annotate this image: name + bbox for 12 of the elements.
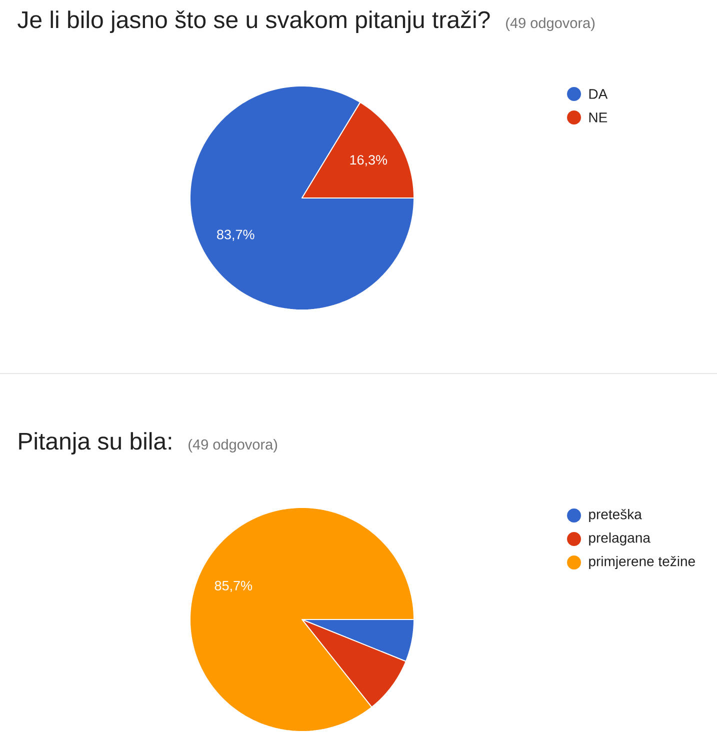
legend-label: DA	[589, 89, 608, 99]
legend-label: preteška	[589, 508, 642, 522]
chart-subtitle: (49 odgovora)	[506, 17, 595, 31]
data-label: 16,3%	[350, 155, 388, 166]
data-label: 85,7%	[214, 580, 252, 592]
chart-subtitle: (49 odgovora)	[188, 438, 278, 453]
chart-title: Pitanja su bila:	[19, 432, 172, 454]
legend-label: primjerene težine	[589, 556, 695, 570]
legend-label: prelagana	[589, 532, 650, 546]
data-label: 83,7%	[217, 230, 254, 241]
chart-title: Je li bilo jasno što se u svakom pitanju traži?	[18, 10, 490, 33]
legend-label: NE	[589, 112, 608, 122]
